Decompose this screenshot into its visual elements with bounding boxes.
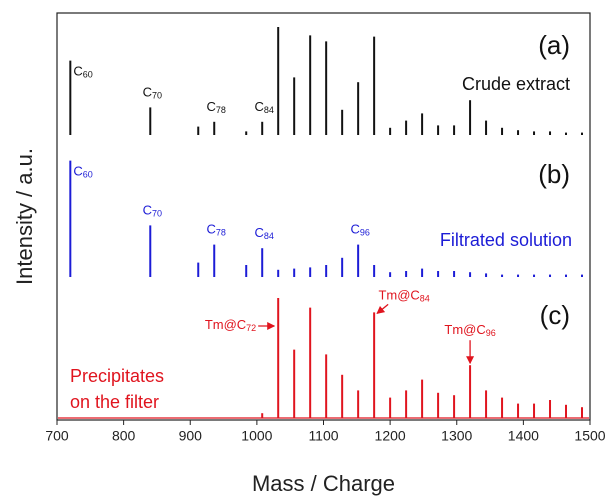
annotation-text: Tm@C [444,323,485,338]
peak-annotation: C84 [255,99,274,115]
x-tick-label: 1200 [375,428,406,444]
panel-label: (c) [540,300,570,330]
panel-title: Filtrated solution [440,230,572,250]
annotation-sub: 84 [264,232,274,242]
x-axis-label: Mass / Charge [252,471,395,496]
annotation-text: C [207,222,216,237]
annotation-arrow [376,303,389,315]
x-tick-label: 700 [45,428,69,444]
panel-title: Precipitates on the filter [70,366,164,412]
peak-annotation: C78 [207,99,226,115]
annotation-sub: 72 [246,323,256,333]
annotation-sub: 84 [420,294,430,304]
peak-annotation: C70 [143,85,162,101]
annotation-sub: 78 [216,228,226,238]
peak-annotation: C70 [143,203,162,219]
annotation-text: C [350,222,359,237]
peak-annotation: Tm@C84 [378,288,429,304]
panel-title: Crude extract [462,74,570,94]
x-tick-label: 800 [112,428,136,444]
x-tick-label: 1000 [241,428,272,444]
x-tick-label: 900 [179,428,203,444]
peak-annotation: C78 [207,222,226,238]
panel-label: (b) [538,159,570,189]
annotation-text: C [143,203,152,218]
annotation-sub: 60 [83,70,93,80]
annotation-text: C [207,99,216,114]
peak-annotation: C60 [73,64,92,80]
peak-annotation: Tm@C96 [444,323,495,339]
annotation-text: C [143,85,152,100]
y-axis-label: Intensity / a.u. [12,148,37,285]
annotation-text: C [73,164,82,179]
annotation-text: Tm@C [378,288,419,303]
peak-annotation: C96 [350,222,369,238]
peak-annotation: Tm@C72 [205,317,256,333]
annotation-sub: 60 [83,170,93,180]
annotation-sub: 78 [216,105,226,115]
annotation-text: C [255,226,264,241]
panel-label: (a) [538,30,570,60]
peak-annotation: C84 [255,226,274,242]
x-tick-label: 1500 [574,428,605,444]
annotation-text: C [255,99,264,114]
panel-title-line: on the filter [70,392,159,412]
annotation-sub: 96 [360,228,370,238]
annotation-sub: 70 [152,91,162,101]
annotation-sub: 96 [486,329,496,339]
panel-title-line: Precipitates [70,366,164,386]
x-tick-label: 1400 [508,428,539,444]
peak-annotation: C60 [73,164,92,180]
x-tick-label: 1300 [441,428,472,444]
annotation-text: C [73,64,82,79]
annotation-sub: 84 [264,105,274,115]
x-tick-label: 1100 [308,428,338,444]
annotation-sub: 70 [152,209,162,219]
annotation-text: Tm@C [205,317,246,332]
